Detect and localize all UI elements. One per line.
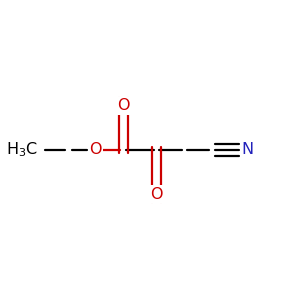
Text: O: O (150, 187, 163, 202)
Text: H$_3$C: H$_3$C (6, 141, 38, 159)
Text: O: O (117, 98, 129, 113)
Text: N: N (241, 142, 253, 158)
Text: O: O (89, 142, 101, 158)
